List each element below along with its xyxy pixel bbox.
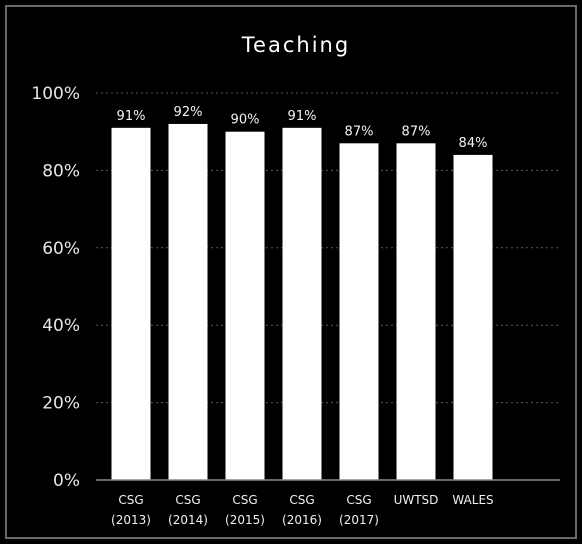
category-label-line: CSG [346, 493, 371, 507]
bar [396, 143, 436, 480]
data-label: 87% [402, 124, 431, 139]
category-label-line: (2014) [168, 513, 208, 527]
category-label: UWTSD [394, 493, 439, 507]
data-label: 84% [459, 136, 488, 151]
data-labels: 91% 92% 90% 91% 87% 87% 84% [117, 105, 488, 151]
category-label-line: (2016) [282, 513, 322, 527]
category-label-line: WALES [452, 493, 493, 507]
data-label: 92% [174, 105, 203, 120]
category-label: WALES [452, 493, 493, 507]
data-label: 90% [231, 113, 260, 128]
category-label-line: CSG [118, 493, 143, 507]
y-tick-label: 40% [42, 316, 80, 336]
category-label: CSG (2016) [282, 493, 322, 527]
bar [453, 154, 493, 481]
bar [168, 123, 208, 481]
y-tick-label: 20% [42, 394, 80, 414]
category-label: CSG (2017) [339, 493, 379, 527]
category-label: CSG (2013) [111, 493, 151, 527]
category-label-line: (2017) [339, 513, 379, 527]
chart-title: Teaching [241, 33, 350, 57]
bar [339, 143, 379, 480]
bar [111, 127, 151, 480]
y-tick-label: 80% [42, 161, 80, 181]
data-label: 87% [345, 124, 374, 139]
category-label: CSG (2015) [225, 493, 265, 527]
data-label: 91% [288, 109, 317, 124]
category-label-line: (2013) [111, 513, 151, 527]
category-label: CSG (2014) [168, 493, 208, 527]
category-label-line: (2015) [225, 513, 265, 527]
data-label: 91% [117, 109, 146, 124]
category-label-line: CSG [289, 493, 314, 507]
chart-frame [5, 5, 577, 539]
y-tick-label: 60% [42, 239, 80, 259]
category-label-line: CSG [232, 493, 257, 507]
category-label-line: UWTSD [394, 493, 439, 507]
x-axis-category-labels: CSG (2013) CSG (2014) CSG (2015) CSG (2016) CSG (… [111, 493, 494, 527]
bars [111, 123, 493, 481]
y-tick-label: 100% [31, 84, 80, 104]
y-tick-label: 0% [53, 471, 80, 491]
category-label-line: CSG [175, 493, 200, 507]
bar [282, 127, 322, 480]
y-axis-tick-labels: 0% 20% 40% 60% 80% 100% [31, 84, 80, 491]
bar [225, 131, 265, 480]
